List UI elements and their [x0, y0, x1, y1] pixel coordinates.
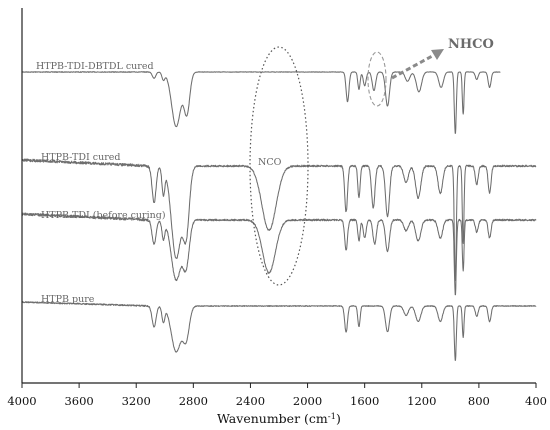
nco-ellipse — [249, 46, 309, 286]
series-label: HTPB-TDI cured — [41, 152, 120, 163]
nhco-label: NHCO — [448, 37, 494, 52]
x-ticks-group: 4000 3600 3200 2800 2400 2000 1600 1200 800 400 — [7, 383, 547, 408]
nco-label: NCO — [258, 157, 282, 168]
x-tick-label: 2400 — [236, 394, 265, 408]
x-tick-label: 1600 — [350, 394, 379, 408]
x-tick-label: 400 — [525, 394, 547, 408]
nco-annotation: NCO — [249, 46, 309, 286]
series-label: HTPB-TDI (before curing) — [41, 210, 166, 221]
series-label: HTPB pure — [41, 294, 95, 305]
x-axis-title: Wavenumber (cm-1) — [217, 411, 341, 426]
nhco-ellipse — [367, 51, 387, 107]
x-tick-label: 3200 — [122, 394, 151, 408]
x-axis-title-superscript: -1 — [328, 412, 336, 422]
x-tick-label: 2000 — [293, 394, 322, 408]
spectrum-line — [21, 71, 501, 134]
x-tick-label: 1200 — [407, 394, 436, 408]
nhco-arrow-head — [431, 49, 444, 60]
series-label: HTPB-TDI-DBTDL cured — [36, 61, 154, 72]
series-labels-group: HTPB-TDI-DBTDL cured HTPB-TDI cured HTPB-T… — [36, 61, 166, 305]
spectrum-line — [21, 212, 537, 296]
spectrum-line — [21, 301, 537, 361]
x-tick-label: 2800 — [179, 394, 208, 408]
x-tick-label: 800 — [468, 394, 490, 408]
spectrum-line — [21, 158, 537, 282]
x-tick-label: 4000 — [7, 394, 36, 408]
x-tick-label: 3600 — [64, 394, 93, 408]
nhco-annotation: NHCO — [367, 37, 494, 107]
